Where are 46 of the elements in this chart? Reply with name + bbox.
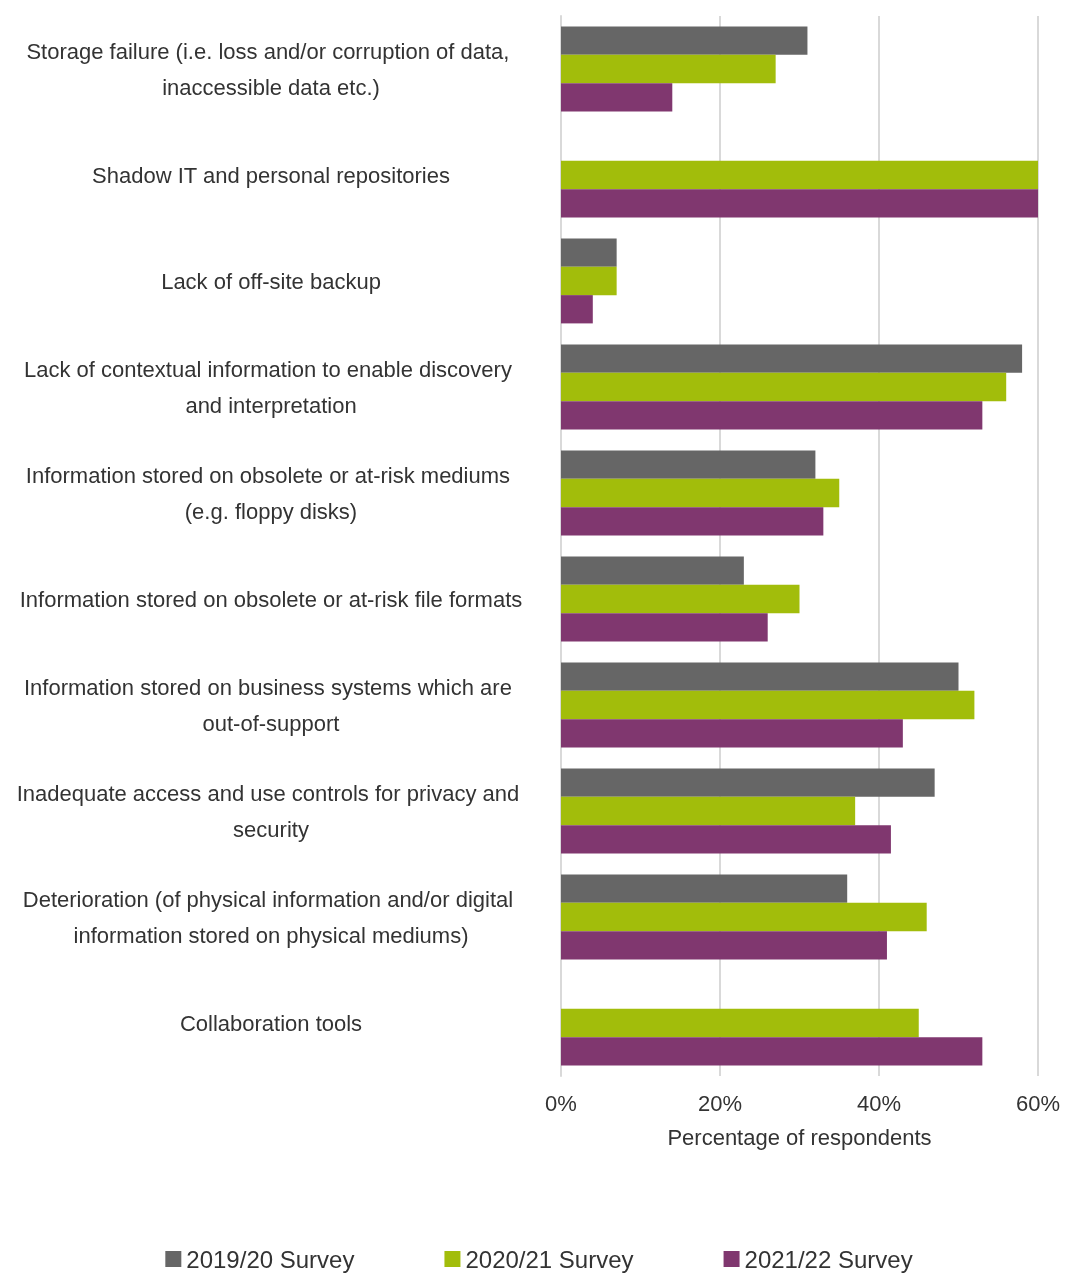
bar [561,931,887,960]
bar [561,160,1038,190]
x-tick-label: 40% [856,1090,902,1116]
legend-label: 2021/22 Survey [744,1245,913,1273]
y-tick-label: Information stored on business systems which are out-of-support [23,674,519,736]
y-tick-label: Shadow IT and personal repositories [92,162,450,188]
bar [561,238,617,267]
legend-label: 2019/20 Survey [186,1245,355,1273]
bar [561,295,593,324]
y-tick-label: Collaboration tools [179,1010,363,1036]
bar [561,266,617,296]
bar [561,1008,919,1038]
bar [561,401,983,430]
bar [561,478,840,508]
bar [561,372,1007,402]
bar [561,344,1023,373]
y-tick-label: Lack of contextual information to enable discovery and interpretation [23,356,519,418]
bar [561,26,808,55]
bar [561,768,935,797]
bar [561,83,673,112]
x-tick-label: 0% [545,1090,577,1116]
bar [561,584,800,614]
y-tick-label: Inadequate access and use controls for privacy and security [16,780,526,842]
bar [561,507,824,536]
bar [561,189,1038,218]
bar [561,556,744,585]
x-tick-label: 60% [1015,1090,1061,1116]
y-tick-label: Information stored on obsolete or at-risk mediums (e.g. floppy disks) [25,462,517,524]
bar [561,450,816,479]
y-tick-label: Information stored on obsolete or at-risk file formats [19,586,523,612]
bar [561,662,959,691]
legend-label: 2020/21 Survey [465,1245,634,1273]
bar [561,719,903,748]
bar [561,796,856,826]
bar [561,874,848,903]
bar [561,825,891,854]
bar [561,54,776,84]
x-tick-label: 20% [697,1090,743,1116]
bar [561,902,927,932]
y-tick-label: Lack of off-site backup [161,268,381,294]
bar [561,1037,983,1066]
bar [561,613,768,642]
x-axis-title: Percentage of respondents [667,1124,932,1150]
y-tick-label: Deterioration (of physical information and/or digital information stored on physical mediums) [22,886,520,948]
bar [561,690,975,720]
y-tick-label: Storage failure (i.e. loss and/or corruption of data, inaccessible data etc.) [26,38,516,100]
